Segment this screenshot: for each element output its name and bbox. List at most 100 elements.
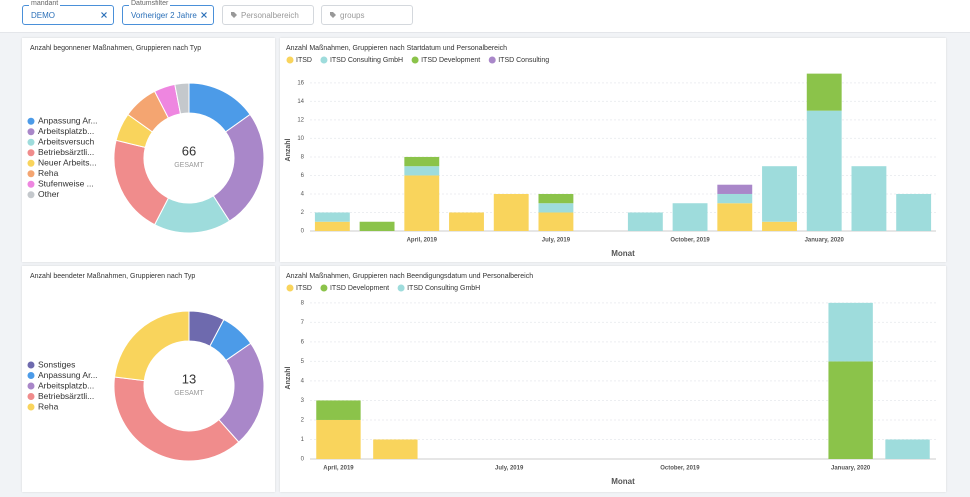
bar-segment bbox=[851, 166, 887, 231]
legend-dot bbox=[27, 403, 35, 411]
y-tick-label: 14 bbox=[297, 99, 304, 105]
center-total: 66 bbox=[182, 143, 196, 158]
donut-slice bbox=[113, 376, 240, 462]
clear-icon[interactable] bbox=[200, 11, 208, 19]
panel: Anzahl Maßnahmen, Gruppieren nach Beendi… bbox=[280, 266, 946, 492]
legend-label: Anpassung Ar... bbox=[38, 370, 98, 380]
panel: Anzahl beendeter Maßnahmen, Gruppieren n… bbox=[22, 266, 275, 492]
bar-segment bbox=[538, 212, 574, 231]
legend-label: Arbeitsversuch bbox=[38, 137, 94, 147]
legend-dot bbox=[27, 382, 35, 390]
legend-label: ITSD Consulting bbox=[498, 57, 549, 64]
tag-icon bbox=[231, 12, 237, 18]
filter-label: Datumsfilter bbox=[129, 0, 171, 7]
panel: Anzahl begonnener Maßnahmen, Gruppieren … bbox=[22, 38, 275, 262]
bar-segment bbox=[828, 302, 873, 362]
bar-segment bbox=[538, 203, 574, 213]
donut-slice bbox=[113, 310, 190, 382]
filter-placeholder: Personalbereich bbox=[241, 11, 299, 20]
legend-label: ITSD Consulting GmbH bbox=[407, 285, 480, 292]
legend-dot bbox=[27, 117, 35, 125]
bar-segment bbox=[404, 156, 440, 167]
filter-datum[interactable]: Datumsfilter Vorheriger 2 Jahre bbox=[122, 0, 214, 25]
legend-label: ITSD bbox=[296, 57, 312, 64]
bar-segment bbox=[762, 166, 797, 222]
bar-segment bbox=[493, 193, 529, 231]
bar-segment bbox=[373, 439, 418, 459]
filter-placeholder: groups bbox=[340, 11, 365, 20]
legend-dot bbox=[320, 56, 328, 64]
filter-groups[interactable]: groups bbox=[321, 5, 413, 25]
y-tick-label: 16 bbox=[297, 80, 304, 86]
x-tick-label: July, 2019 bbox=[495, 466, 524, 472]
y-tick-label: 3 bbox=[301, 398, 305, 404]
legend-label: Neuer Arbeits... bbox=[38, 158, 97, 168]
y-tick-label: 12 bbox=[297, 117, 304, 123]
legend-dot bbox=[27, 191, 35, 199]
bar-segment bbox=[316, 419, 361, 459]
legend-label: Betriebsärztli... bbox=[38, 147, 94, 157]
x-axis-label: Monat bbox=[611, 477, 635, 486]
donut-chart: Anzahl begonnener Maßnahmen, Gruppieren … bbox=[27, 45, 265, 234]
bar-segment bbox=[717, 193, 753, 204]
legend-dot bbox=[320, 284, 328, 292]
filter-personalbereich[interactable]: Personalbereich bbox=[222, 5, 314, 25]
y-tick-label: 10 bbox=[297, 136, 304, 142]
bar-segment bbox=[627, 212, 663, 231]
x-tick-label: April, 2019 bbox=[407, 238, 438, 244]
bar-segment bbox=[404, 166, 440, 176]
bar-segment bbox=[359, 221, 395, 231]
y-tick-label: 5 bbox=[301, 359, 305, 365]
filter-bar: mandant DEMO Datumsfilter Vorheriger 2 J… bbox=[0, 0, 970, 33]
chart-title: Anzahl Maßnahmen, Gruppieren nach Beendi… bbox=[286, 273, 533, 280]
legend-dot bbox=[411, 56, 419, 64]
legend-dot bbox=[488, 56, 496, 64]
x-tick-label: January, 2020 bbox=[831, 466, 871, 472]
y-axis-label: Anzahl bbox=[285, 138, 292, 161]
legend-dot bbox=[397, 284, 405, 292]
x-tick-label: July, 2019 bbox=[542, 238, 571, 244]
bar-segment bbox=[316, 400, 361, 420]
x-tick-label: April, 2019 bbox=[323, 466, 354, 472]
y-tick-label: 1 bbox=[301, 437, 305, 443]
chart-title: Anzahl begonnener Maßnahmen, Gruppieren … bbox=[30, 45, 201, 52]
bar-segment bbox=[762, 221, 797, 231]
legend-dot bbox=[27, 138, 35, 146]
x-tick-label: January, 2020 bbox=[805, 238, 845, 244]
center-label: GESAMT bbox=[174, 162, 204, 169]
donut-chart: Anzahl beendeter Maßnahmen, Gruppieren n… bbox=[27, 273, 265, 462]
y-tick-label: 7 bbox=[301, 320, 305, 326]
y-tick-label: 4 bbox=[301, 192, 305, 198]
clear-icon[interactable] bbox=[100, 11, 108, 19]
legend-dot bbox=[27, 159, 35, 167]
bar-segment bbox=[672, 203, 708, 231]
legend-dot bbox=[27, 149, 35, 157]
bar-chart: Anzahl Maßnahmen, Gruppieren nach Beendi… bbox=[285, 273, 936, 486]
legend-label: ITSD Consulting GmbH bbox=[330, 57, 403, 64]
legend-label: Arbeitsplatzb... bbox=[38, 380, 94, 390]
legend-label: Arbeitsplatzb... bbox=[38, 126, 94, 136]
legend-label: Other bbox=[38, 189, 59, 199]
bar-segment bbox=[717, 203, 753, 231]
y-tick-label: 0 bbox=[301, 457, 305, 463]
filter-value: Vorheriger 2 Jahre bbox=[131, 11, 197, 20]
legend-label: Betriebsärztli... bbox=[38, 391, 94, 401]
filter-mandant[interactable]: mandant DEMO bbox=[22, 0, 114, 25]
bar-segment bbox=[806, 110, 842, 231]
bar-segment bbox=[538, 193, 574, 204]
legend-label: Sonstiges bbox=[38, 359, 75, 369]
filter-label: mandant bbox=[29, 0, 61, 7]
y-tick-label: 0 bbox=[301, 229, 305, 235]
center-label: GESAMT bbox=[174, 390, 204, 397]
legend-label: Reha bbox=[38, 168, 59, 178]
x-axis-label: Monat bbox=[611, 249, 635, 258]
bar-segment bbox=[404, 175, 440, 231]
bar-segment bbox=[885, 439, 930, 459]
filter-value: DEMO bbox=[31, 11, 55, 20]
legend-dot bbox=[27, 180, 35, 188]
y-tick-label: 2 bbox=[301, 418, 305, 424]
x-tick-label: October, 2019 bbox=[660, 466, 700, 472]
legend-label: Reha bbox=[38, 401, 59, 411]
tag-icon bbox=[330, 12, 336, 18]
